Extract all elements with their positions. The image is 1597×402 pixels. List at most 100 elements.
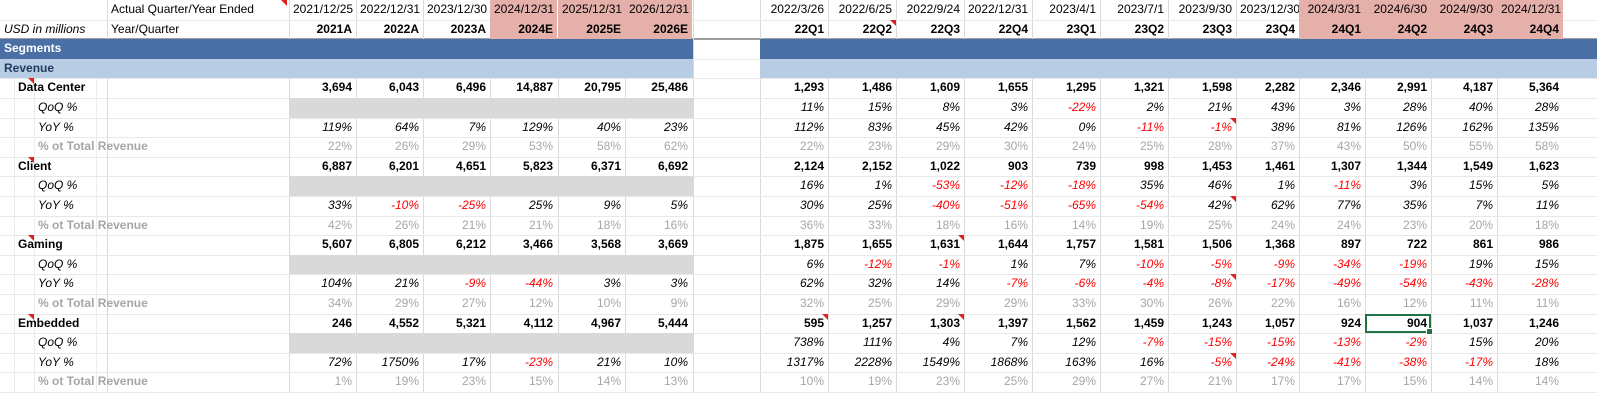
quarter-yoy-cell[interactable]: 16%: [1139, 354, 1164, 369]
annual-pct-cell[interactable]: 19%: [394, 374, 419, 389]
quarter-qoq-cell[interactable]: 738%: [793, 335, 824, 350]
quarter-period-cell[interactable]: 22Q4: [998, 21, 1028, 36]
quarter-date-cell[interactable]: 2023/9/30: [1178, 2, 1232, 16]
quarter-value-cell[interactable]: 924: [1340, 315, 1361, 330]
quarter-qoq-cell[interactable]: -5%: [1210, 256, 1232, 271]
quarter-pct-cell[interactable]: 32%: [799, 296, 824, 310]
quarter-period-cell[interactable]: 22Q1: [794, 21, 824, 36]
annual-value-cell[interactable]: 3,466: [522, 237, 553, 252]
quarter-value-cell[interactable]: 739: [1075, 158, 1096, 173]
annual-period-cell[interactable]: 2025E: [558, 19, 625, 40]
annual-pct-cell[interactable]: 13%: [663, 374, 688, 389]
annual-value-cell[interactable]: 3,694: [321, 80, 352, 95]
quarter-value-cell[interactable]: 1,295: [1065, 80, 1096, 95]
quarter-date-cell[interactable]: 2024/12/31: [1497, 0, 1563, 20]
annual-yoy-cell[interactable]: -25%: [457, 198, 486, 212]
annual-period-cell[interactable]: 2023A: [450, 21, 486, 36]
annual-value-cell[interactable]: 6,371: [590, 158, 621, 173]
annual-pct-cell[interactable]: 42%: [327, 217, 352, 232]
quarter-qoq-cell[interactable]: 20%: [1534, 335, 1559, 350]
quarter-date-cell[interactable]: 2023/12/30: [1240, 2, 1299, 16]
quarter-qoq-cell[interactable]: 3%: [1409, 178, 1427, 193]
annual-yoy-cell[interactable]: 21%: [596, 354, 621, 369]
quarter-yoy-cell[interactable]: 126%: [1396, 119, 1427, 134]
quarter-qoq-cell[interactable]: 35%: [1139, 178, 1164, 193]
annual-yoy-cell[interactable]: 9%: [603, 198, 621, 212]
quarter-qoq-cell[interactable]: 3%: [1010, 100, 1028, 114]
quarter-pct-cell[interactable]: 23%: [935, 374, 960, 389]
quarter-yoy-cell[interactable]: 0%: [1078, 119, 1096, 134]
annual-pct-cell[interactable]: 62%: [663, 139, 688, 154]
annual-value-cell[interactable]: 6,496: [455, 80, 486, 95]
quarter-qoq-cell[interactable]: 5%: [1541, 178, 1559, 193]
annual-pct-cell[interactable]: 10%: [596, 296, 621, 310]
quarter-yoy-cell[interactable]: 83%: [867, 119, 892, 134]
quarter-value-cell[interactable]: 1,609: [929, 80, 960, 95]
quarter-value-cell[interactable]: 1,022: [929, 158, 960, 173]
quarter-pct-cell[interactable]: 14%: [1071, 217, 1096, 232]
yoy-label[interactable]: YoY %: [38, 119, 74, 134]
quarter-value-cell[interactable]: 2,124: [793, 158, 824, 173]
quarter-value-cell[interactable]: 1,303: [896, 313, 964, 334]
quarter-pct-cell[interactable]: 19%: [1139, 217, 1164, 232]
quarter-qoq-cell[interactable]: 1%: [1010, 256, 1028, 271]
annual-value-cell[interactable]: 6,805: [388, 237, 419, 252]
quarter-yoy-cell[interactable]: -54%: [1398, 276, 1427, 291]
yoy-label[interactable]: YoY %: [38, 276, 74, 291]
quarter-date-cell[interactable]: 2024/3/31: [1299, 0, 1365, 20]
revenue-band-quarterly[interactable]: [760, 58, 1597, 79]
quarter-qoq-cell[interactable]: -2%: [1405, 335, 1427, 350]
quarter-value-cell[interactable]: 1,757: [1065, 237, 1096, 252]
quarter-pct-cell[interactable]: 25%: [1207, 217, 1232, 232]
quarter-value-cell[interactable]: 1,506: [1201, 237, 1232, 252]
annual-period-cell[interactable]: 2022A: [383, 21, 419, 36]
segments-band-quarterly[interactable]: [760, 39, 1597, 59]
quarter-value-cell[interactable]: 722: [1406, 237, 1427, 252]
quarter-yoy-cell[interactable]: -17%: [1464, 354, 1493, 369]
annual-yoy-cell[interactable]: -10%: [390, 198, 419, 212]
quarter-qoq-cell[interactable]: 1%: [874, 178, 892, 193]
annual-pct-cell[interactable]: 34%: [327, 296, 352, 310]
annual-yoy-cell[interactable]: 17%: [461, 354, 486, 369]
quarter-pct-cell[interactable]: 28%: [1207, 139, 1232, 154]
quarter-yoy-cell[interactable]: 163%: [1065, 354, 1096, 369]
quarter-qoq-cell[interactable]: 43%: [1270, 100, 1295, 114]
annual-yoy-cell[interactable]: 10%: [663, 354, 688, 369]
quarter-value-cell[interactable]: 1,257: [861, 315, 892, 330]
quarter-yoy-cell[interactable]: 77%: [1336, 198, 1361, 212]
quarter-value-cell[interactable]: 2,346: [1330, 80, 1361, 95]
quarter-qoq-cell[interactable]: 11%: [800, 100, 824, 114]
quarter-qoq-cell[interactable]: -10%: [1135, 256, 1164, 271]
quarter-pct-cell[interactable]: 20%: [1468, 217, 1493, 232]
annual-yoy-cell[interactable]: 23%: [663, 119, 688, 134]
quarter-value-cell[interactable]: 1,655: [861, 237, 892, 252]
qoq-label[interactable]: QoQ %: [38, 256, 78, 271]
annual-date-cell[interactable]: 2024/12/31: [490, 0, 557, 20]
yoy-label[interactable]: YoY %: [38, 198, 74, 212]
annual-yoy-cell[interactable]: -44%: [524, 276, 553, 291]
quarter-pct-cell[interactable]: 24%: [1071, 139, 1096, 154]
annual-yoy-cell[interactable]: 119%: [322, 119, 352, 134]
qoq-annual-empty-range[interactable]: [289, 98, 693, 118]
annual-value-cell[interactable]: 3,669: [657, 237, 688, 252]
quarter-yoy-cell[interactable]: 42%: [1003, 119, 1028, 134]
quarter-value-cell[interactable]: 2,282: [1264, 80, 1295, 95]
annual-pct-cell[interactable]: 26%: [394, 217, 419, 232]
quarter-pct-cell[interactable]: 19%: [867, 374, 892, 389]
quarter-yoy-cell[interactable]: -11%: [1136, 119, 1164, 134]
quarter-period-cell[interactable]: 24Q1: [1299, 19, 1365, 40]
quarter-date-cell[interactable]: 2023/4/1: [1049, 2, 1096, 16]
quarter-qoq-cell[interactable]: 16%: [799, 178, 824, 193]
annual-yoy-cell[interactable]: 3%: [670, 276, 688, 291]
quarter-yoy-cell[interactable]: 38%: [1270, 119, 1295, 134]
quarter-pct-cell[interactable]: 17%: [1336, 374, 1361, 389]
quarter-qoq-cell[interactable]: -19%: [1398, 256, 1427, 271]
quarter-pct-cell[interactable]: 22%: [799, 139, 824, 154]
quarter-pct-cell[interactable]: 58%: [1534, 139, 1559, 154]
quarter-period-cell[interactable]: 23Q2: [1134, 21, 1164, 36]
quarter-yoy-cell[interactable]: -24%: [1266, 354, 1295, 369]
annual-yoy-cell[interactable]: 64%: [394, 119, 419, 134]
quarter-yoy-cell[interactable]: 25%: [867, 198, 892, 212]
annual-value-cell[interactable]: 5,444: [657, 315, 688, 330]
quarter-qoq-cell[interactable]: 111%: [863, 335, 892, 350]
